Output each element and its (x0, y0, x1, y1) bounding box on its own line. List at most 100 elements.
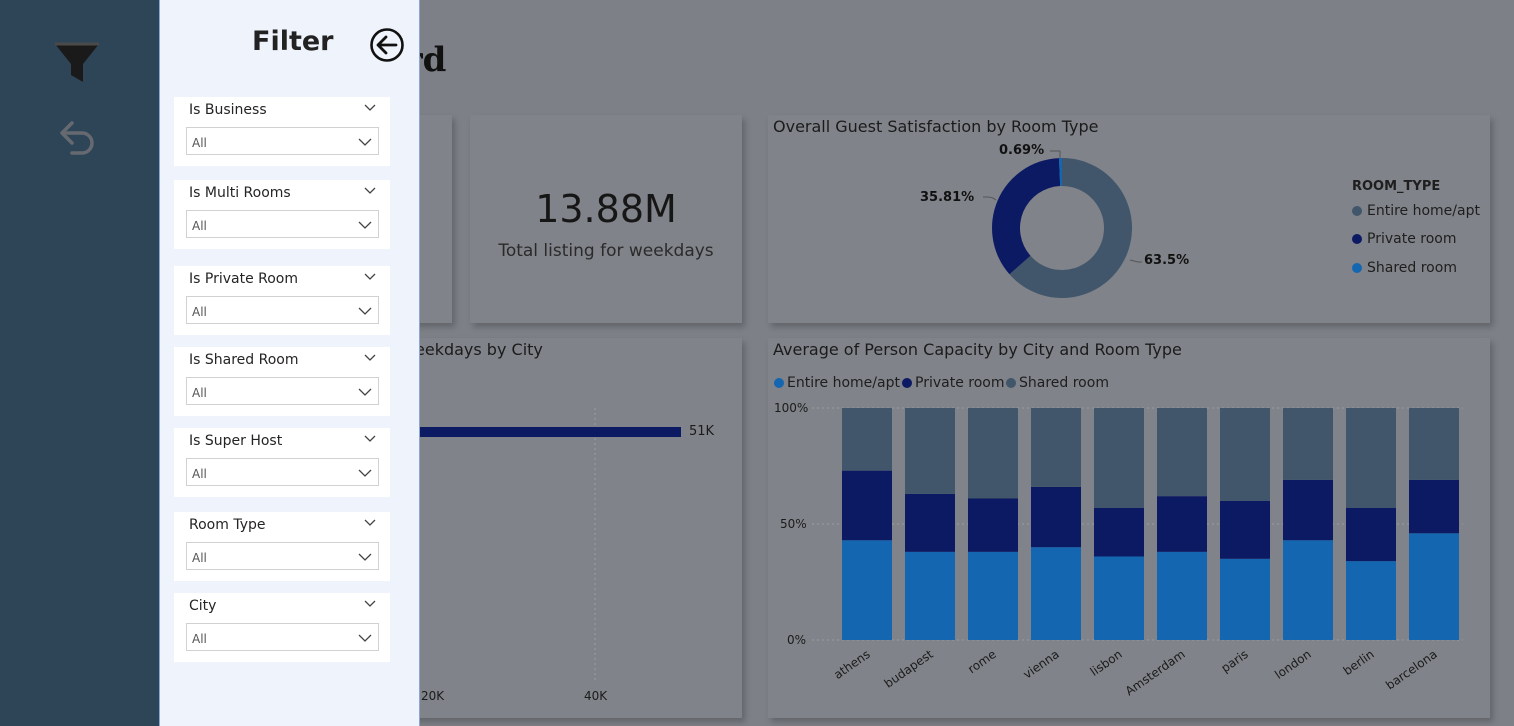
legend-label: Private room (915, 375, 1005, 391)
bar-berlin-entire-home-apt (1346, 561, 1396, 640)
slicer-card[interactable]: Room Type All (174, 512, 390, 581)
capacity-card[interactable]: Average of Person Capacity by City and R… (768, 338, 1490, 718)
slicer-dropdown[interactable]: All (186, 377, 379, 405)
legend-dot (1006, 378, 1016, 388)
slicer-value: All (192, 551, 207, 565)
slicer-dropdown[interactable]: All (186, 623, 379, 651)
chevron-down-icon[interactable] (364, 104, 376, 112)
slicer-dropdown[interactable]: All (186, 296, 379, 324)
weekdays-bar-chart[interactable] (375, 338, 742, 718)
chevron-down-icon[interactable] (358, 469, 372, 477)
weekdays-by-city-card[interactable]: eekdays by City 51K 20K 40K (375, 338, 742, 718)
chevron-down-icon[interactable] (358, 138, 372, 146)
donut-slice-entire-home-apt (1009, 158, 1132, 298)
bar-athens-entire-home-apt (842, 540, 892, 640)
legend-item-shared[interactable]: Shared room (1352, 260, 1457, 276)
capacity-legend-entire[interactable]: Entire home/apt (774, 375, 900, 391)
bar-lisbon-entire-home-apt (1094, 556, 1144, 640)
legend-item-entire[interactable]: Entire home/apt (1352, 203, 1480, 219)
legend-item-private[interactable]: Private room (1352, 231, 1456, 247)
x-tick-label: rome (965, 647, 999, 676)
donut-leader-line (983, 196, 997, 201)
bar-budapest-shared-room (905, 408, 955, 494)
filter-heading: Filter (252, 26, 334, 57)
x-tick-label: london (1272, 647, 1314, 682)
x-tick-label: Amsterdam (1123, 647, 1188, 698)
chevron-down-icon[interactable] (364, 187, 376, 195)
chevron-down-icon[interactable] (358, 553, 372, 561)
bar-lisbon-shared-room (1094, 408, 1144, 508)
bar-barcelona-private-room (1409, 479, 1459, 534)
donut-chart[interactable] (768, 115, 1490, 323)
satisfaction-card[interactable]: Overall Guest Satisfaction by Room Type … (768, 115, 1490, 323)
slicer-dropdown[interactable]: All (186, 210, 379, 238)
donut-slice-private-room (992, 158, 1061, 275)
bar-rome-shared-room (968, 408, 1018, 499)
kpi-label: Total listing for weekdays (498, 241, 714, 261)
x-tick-label: berlin (1341, 647, 1377, 678)
x-tick-label: budapest (882, 647, 936, 691)
undo-icon[interactable] (52, 115, 102, 165)
funnel-icon[interactable] (52, 38, 102, 88)
donut-label-entire: 63.5% (1144, 253, 1190, 268)
bar-berlin-private-room (1346, 507, 1396, 562)
x-tick-20k: 20K (421, 689, 445, 703)
chevron-down-icon[interactable] (358, 221, 372, 229)
slicer-title: Room Type (189, 517, 266, 533)
bar-amsterdam-private-room (1157, 496, 1207, 552)
legend-dot (1352, 234, 1362, 244)
back-arrow-icon[interactable] (369, 27, 405, 63)
bar-budapest-private-room (905, 493, 955, 552)
legend-dot (774, 378, 784, 388)
slicer-card[interactable]: Is Multi Rooms All (174, 180, 390, 249)
capacity-legend-private[interactable]: Private room (902, 375, 1004, 391)
donut-label-private: 35.81% (920, 190, 975, 205)
filter-panel: Filter Is Business All Is Multi Rooms All Is… (159, 0, 420, 726)
slicer-title: Is Super Host (189, 433, 283, 449)
bar-paris-entire-home-apt (1220, 558, 1270, 640)
legend-label: Private room (1367, 231, 1457, 247)
bar-lisbon-private-room (1094, 507, 1144, 557)
bar-vienna-private-room (1031, 486, 1081, 548)
slicer-title: Is Multi Rooms (189, 185, 291, 201)
y-tick-100: 100% (774, 401, 809, 415)
kpi-card-total-listing[interactable]: 13.88M Total listing for weekdays (470, 115, 742, 323)
slicer-title: Is Shared Room (189, 352, 299, 368)
slicer-card[interactable]: Is Private Room All (174, 266, 390, 335)
chevron-down-icon[interactable] (358, 634, 372, 642)
slicer-dropdown[interactable]: All (186, 542, 379, 570)
chevron-down-icon[interactable] (358, 388, 372, 396)
capacity-legend-shared[interactable]: Shared room (1006, 375, 1109, 391)
chevron-down-icon[interactable] (364, 435, 376, 443)
bar-london-entire-home-apt (1283, 540, 1333, 640)
slicer-card[interactable]: Is Business All (174, 97, 390, 166)
donut-slice-shared-room (1058, 158, 1062, 187)
slicer-dropdown[interactable]: All (186, 127, 379, 155)
satisfaction-title: Overall Guest Satisfaction by Room Type (773, 117, 1099, 136)
weekdays-title: eekdays by City (415, 340, 543, 359)
legend-label: Shared room (1367, 260, 1457, 276)
chevron-down-icon[interactable] (358, 307, 372, 315)
y-tick-0: 0% (787, 633, 807, 647)
kpi-value: 13.88M (535, 187, 677, 231)
slicer-value: All (192, 136, 207, 150)
bar-athens-private-room (842, 470, 892, 541)
chevron-down-icon[interactable] (364, 354, 376, 362)
bar-athens-shared-room (842, 408, 892, 471)
chevron-down-icon[interactable] (364, 600, 376, 608)
bar-barcelona-shared-room (1409, 408, 1459, 480)
slicer-card[interactable]: Is Super Host All (174, 428, 390, 497)
slicer-card[interactable]: City All (174, 593, 390, 662)
slicer-title: City (189, 598, 217, 614)
slicer-card[interactable]: Is Shared Room All (174, 347, 390, 416)
bar-amsterdam-shared-room (1157, 408, 1207, 497)
chevron-down-icon[interactable] (364, 519, 376, 527)
x-tick-label: vienna (1021, 647, 1062, 682)
chevron-down-icon[interactable] (364, 273, 376, 281)
slicer-value: All (192, 632, 207, 646)
slicer-dropdown[interactable]: All (186, 458, 379, 486)
x-tick-40k: 40K (584, 689, 608, 703)
bar-london-shared-room (1283, 408, 1333, 480)
slicer-value: All (192, 219, 207, 233)
